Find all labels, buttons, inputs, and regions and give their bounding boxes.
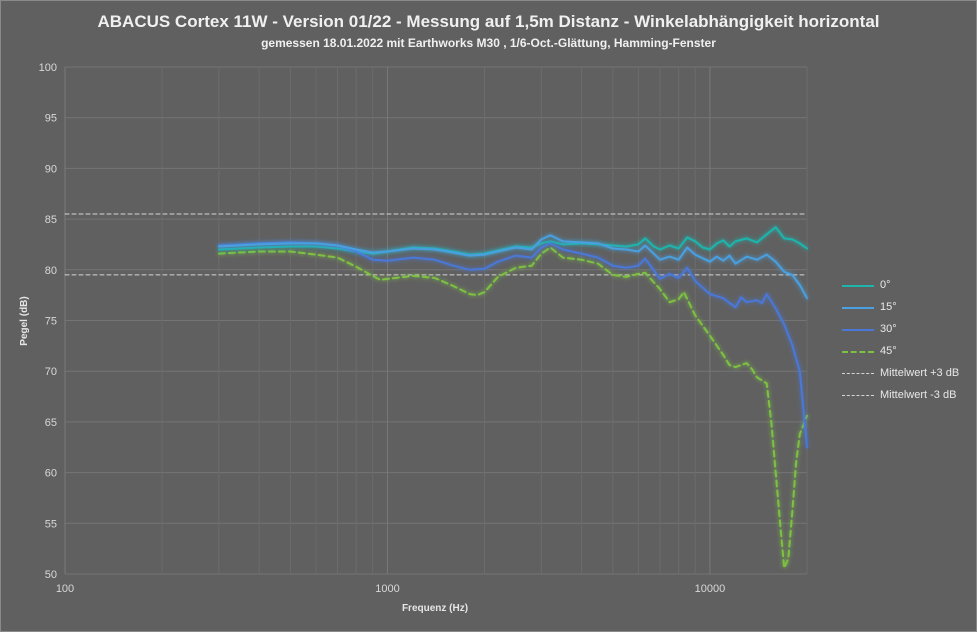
legend-item: 45° (842, 344, 972, 366)
legend-item: 30° (842, 322, 972, 344)
x-tick-label: 10000 (695, 583, 726, 595)
y-tick-label: 75 (45, 316, 57, 328)
y-axis-title: Pegel (dB) (19, 296, 30, 345)
legend-item: 15° (842, 300, 972, 322)
tick-labels: 50 55 60 65 70 75 80 85 90 95 100 100 1000 10000 (39, 62, 726, 595)
legend-item: 0° (842, 278, 972, 300)
series-layer (64, 213, 808, 569)
legend: 0° 15° 30° 45° Mittelwert +3 dB Mittelwert -3… (842, 278, 972, 410)
x-tick-label: 1000 (375, 583, 399, 595)
legend-swatch (842, 285, 874, 287)
chart-title: ABACUS Cortex 11W - Version 01/22 - Mess… (97, 12, 880, 31)
y-tick-label: 80 (45, 265, 57, 277)
legend-label: 30° (880, 323, 897, 335)
legend-item: Mittelwert +3 dB (842, 366, 972, 388)
y-tick-label: 50 (45, 569, 57, 581)
legend-swatch (842, 373, 874, 374)
y-tick-label: 60 (45, 468, 57, 480)
legend-label: 0° (880, 279, 891, 291)
legend-label: Mittelwert -3 dB (880, 389, 957, 401)
legend-swatch (842, 307, 874, 309)
legend-item: Mittelwert -3 dB (842, 388, 972, 410)
legend-swatch (842, 351, 874, 353)
y-tick-label: 95 (45, 113, 57, 125)
legend-swatch (842, 329, 874, 331)
legend-swatch (842, 395, 874, 396)
grid (64, 66, 808, 575)
y-tick-label: 65 (45, 417, 57, 429)
y-tick-label: 55 (45, 518, 57, 530)
y-tick-label: 100 (39, 62, 57, 74)
series-line-30deg (217, 241, 808, 449)
legend-label: 15° (880, 301, 897, 313)
series-line-0deg (217, 226, 808, 256)
y-tick-label: 90 (45, 163, 57, 175)
y-tick-label: 85 (45, 214, 57, 226)
y-tick-label: 70 (45, 366, 57, 378)
chart-subtitle: gemessen 18.01.2022 mit Earthworks M30 ,… (261, 36, 716, 50)
legend-label: 45° (880, 345, 897, 357)
x-tick-label: 100 (56, 583, 74, 595)
series-line-15deg (217, 234, 808, 300)
legend-label: Mittelwert +3 dB (880, 367, 960, 379)
series-line-45deg (217, 246, 808, 569)
x-axis-title: Frequenz (Hz) (402, 603, 468, 614)
